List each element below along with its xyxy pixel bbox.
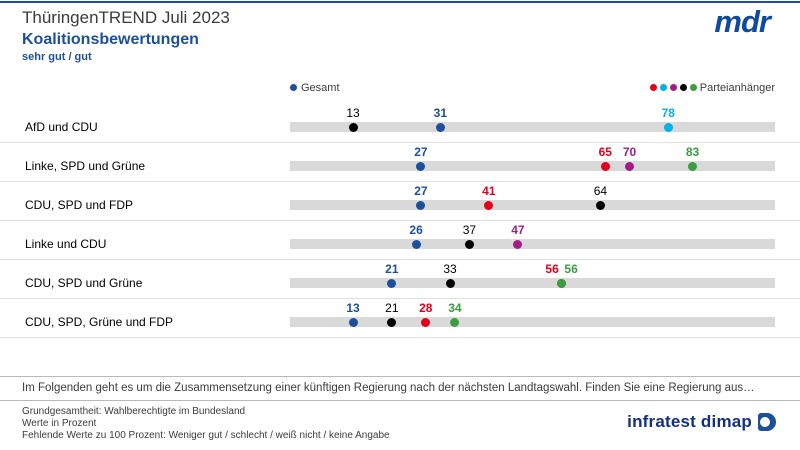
scale-bar: 27 41 64 [290,184,775,210]
party-dot-icon [649,83,657,91]
cdu-dot [595,200,605,210]
chart-row: Linke und CDU 26 37 47 [0,221,800,260]
footer-notes: Grundgesamtheit: Wahlberechtigte im Bund… [22,406,390,442]
cdu-value-label: 37 [462,223,477,237]
gesamt-value-label: 27 [414,145,428,159]
gesamt-dot [416,161,426,171]
gruene-value-label: 56 [564,262,578,276]
cdu-value-label: 21 [385,301,399,315]
scale-bar: 13 21 28 34 [290,301,775,327]
chart-row: CDU, SPD und FDP 27 41 64 [0,182,800,221]
gruene-dot [450,317,460,327]
scale-bar: 13 31 78 [290,106,775,132]
spd-value-label: 41 [482,184,496,198]
infratest-dimap-logo: infratest dimap [627,412,776,432]
gesamt-dot [348,317,358,327]
cdu-value-label: 64 [593,184,608,198]
cdu-dot [464,239,474,249]
footnote-population: Grundgesamtheit: Wahlberechtigte im Bund… [22,406,246,417]
linke-dot [513,239,523,249]
spd-dot [600,161,610,171]
question-text: Im Folgenden geht es um die Zusammensetz… [22,382,755,394]
party-dot-icon [669,83,677,91]
chart-row: CDU, SPD, Grüne und FDP 13 21 28 34 [0,299,800,338]
linke-value-label: 47 [511,223,525,237]
gesamt-dot [435,122,445,132]
mdr-logo: mdr [714,4,771,39]
gruene-value-label: 83 [685,145,700,159]
scale-bar: 27 65 70 83 [290,145,775,171]
spd-value-label: 65 [598,145,612,159]
infratest-dimap-logo-text: infratest dimap [627,412,752,431]
coalition-label: Linke, SPD und Grüne [25,159,146,173]
party-dot-icon [679,83,687,91]
gruene-value-label: 34 [448,301,462,315]
page-subtitle: Koalitionsbewertungen [22,31,199,48]
party-dot-icon [689,83,697,91]
cdu-value-label: 33 [443,262,457,276]
gesamt-value-label: 21 [385,262,399,276]
legend-parteianhaenger: Parteianhänger [649,82,775,94]
chart-legend: Gesamt Parteianhänger [290,82,775,96]
chart-row: AfD und CDU 13 31 78 [0,104,800,143]
gruene-dot [557,278,567,288]
spd-dot [484,200,494,210]
gesamt-value-label: 31 [433,106,448,120]
scale-bar: 21 33 56 56 [290,262,775,288]
top-accent-line [0,1,800,3]
spd-dot [421,317,431,327]
cdu-value-label: 13 [346,106,360,120]
footnote-missing: Fehlende Werte zu 100 Prozent: Weniger g… [22,430,390,441]
gesamt-dot [411,239,421,249]
gesamt-value-label: 13 [346,301,360,315]
coalition-label: CDU, SPD und Grüne [25,276,143,290]
linke-dot [625,161,634,171]
gruene-dot [688,161,698,171]
spd-value-label: 28 [419,301,433,315]
chart-row: Linke, SPD und Grüne 27 65 70 83 [0,143,800,182]
coalition-label: CDU, SPD, Grüne und FDP [25,315,174,329]
spd-value-label: 56 [545,262,559,276]
linke-value-label: 70 [622,145,637,159]
cdu-dot [348,122,358,132]
rating-label: sehr gut / gut [22,51,92,63]
scale-bar: 26 37 47 [290,223,775,249]
gesamt-dot [387,278,397,288]
header: ThüringenTREND Juli 2023 Koalitionsbewer… [22,8,230,63]
party-dot-icon [659,83,667,91]
chart-row: CDU, SPD und Grüne 21 33 56 56 [0,260,800,299]
coalition-dot-chart: AfD und CDU 13 31 78 Linke, SPD und Grüne 27 6… [0,104,800,338]
legend-parteianhaenger-label: Parteianhänger [699,82,775,94]
coalition-label: CDU, SPD und FDP [25,198,134,212]
cdu-dot [387,317,397,327]
footnote-unit: Werte in Prozent [22,418,97,429]
afd-value-label: 78 [661,106,675,120]
afd-dot [663,122,673,132]
gesamt-value-label: 26 [409,223,423,237]
infratest-dimap-mark-icon [758,413,776,431]
legend-gesamt: Gesamt [290,82,340,94]
legend-gesamt-label: Gesamt [301,82,340,94]
question-band: Im Folgenden geht es um die Zusammensetz… [0,376,800,401]
gesamt-dot-icon [290,83,297,91]
party-dots-group [649,82,700,94]
coalition-label: AfD und CDU [25,120,98,134]
coalition-label: Linke und CDU [25,237,107,251]
page-title: ThüringenTREND Juli 2023 [22,8,230,27]
gesamt-dot [416,200,426,210]
gesamt-value-label: 27 [414,184,428,198]
cdu-dot [445,278,455,288]
